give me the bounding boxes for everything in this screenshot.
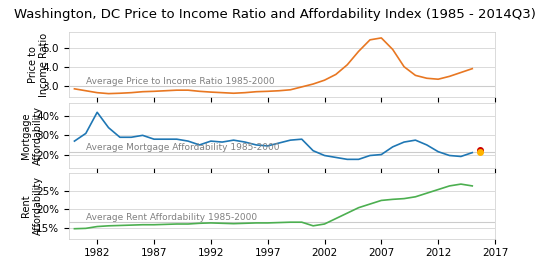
- Text: Average Price to Income Ratio 1985-2000: Average Price to Income Ratio 1985-2000: [86, 77, 274, 86]
- Y-axis label: Mortgage
Affordability: Mortgage Affordability: [21, 106, 43, 165]
- Y-axis label: Price to
Income Ratio: Price to Income Ratio: [28, 33, 49, 97]
- Text: Average Rent Affordability 1985-2000: Average Rent Affordability 1985-2000: [86, 213, 257, 222]
- Y-axis label: Rent
Affordability: Rent Affordability: [21, 176, 42, 235]
- Text: Washington, DC Price to Income Ratio and Affordability Index (1985 - 2014Q3): Washington, DC Price to Income Ratio and…: [14, 8, 536, 21]
- Text: Average Mortgage Affordability 1985-2000: Average Mortgage Affordability 1985-2000: [86, 143, 279, 152]
